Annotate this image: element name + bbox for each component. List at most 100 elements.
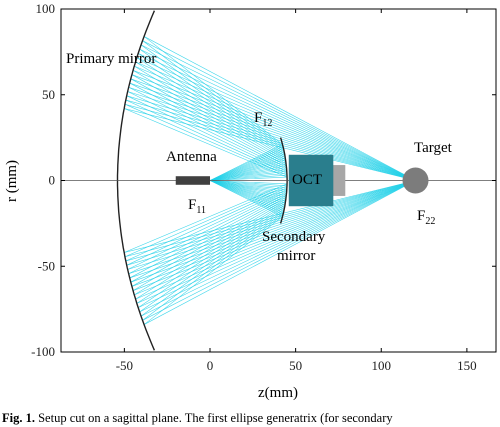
- oct-block: [288, 154, 334, 207]
- ray: [125, 187, 288, 262]
- focus-f11-label: F11: [188, 197, 206, 216]
- focus-f12-label: F12: [254, 110, 272, 129]
- ray: [143, 36, 416, 181]
- ray: [209, 180, 285, 210]
- ray: [130, 180, 416, 283]
- ray: [209, 159, 286, 181]
- ray: [127, 91, 287, 170]
- ray: [140, 44, 416, 181]
- ray: [143, 180, 416, 325]
- ray: [209, 148, 284, 181]
- ray: [131, 74, 286, 162]
- ray: [209, 165, 287, 181]
- ray: [136, 206, 285, 304]
- x-axis-label: z(mm): [258, 385, 298, 401]
- y-tick-label: -100: [31, 344, 55, 359]
- ray: [140, 180, 416, 317]
- ray: [142, 214, 284, 321]
- ray-bundles: [124, 36, 416, 325]
- ray: [135, 180, 416, 300]
- ray: [140, 44, 284, 149]
- ray: [132, 200, 286, 291]
- ray: [209, 149, 284, 181]
- ray: [138, 53, 285, 153]
- ray: [139, 48, 416, 181]
- secondary-mirror-label: Secondary mirror: [262, 229, 326, 264]
- x-tick-label: 150: [457, 358, 477, 373]
- ray: [209, 180, 287, 189]
- ray: [130, 78, 287, 164]
- x-tick-label: 100: [372, 358, 392, 373]
- ray: [136, 180, 416, 304]
- ray: [209, 180, 287, 196]
- ray: [139, 210, 285, 313]
- antenna-block: [175, 176, 210, 185]
- ray: [209, 146, 284, 181]
- ray: [138, 180, 416, 308]
- ray: [127, 191, 287, 270]
- ray: [135, 204, 286, 300]
- ray: [209, 180, 287, 187]
- ray: [131, 74, 416, 181]
- ray: [209, 180, 287, 194]
- ray: [142, 180, 416, 321]
- ray: [209, 180, 287, 198]
- ray: [209, 180, 286, 206]
- ray: [209, 180, 287, 192]
- x-tick-label: 50: [289, 358, 302, 373]
- ray: [129, 195, 287, 279]
- ray: [129, 82, 416, 181]
- ray: [209, 144, 283, 181]
- ray: [209, 180, 284, 212]
- ray: [143, 36, 283, 145]
- ray: [209, 172, 287, 181]
- ray: [209, 157, 286, 181]
- ray: [125, 99, 416, 181]
- ray: [209, 151, 285, 181]
- y-axis-label: r (mm): [4, 160, 20, 202]
- ray: [125, 99, 288, 174]
- y-tick-label: 50: [42, 87, 55, 102]
- ray: [134, 202, 286, 296]
- ray: [142, 40, 416, 181]
- ray: [209, 167, 287, 181]
- ray: [130, 197, 287, 283]
- ray: [128, 193, 287, 274]
- ray: [209, 153, 285, 181]
- ray: [209, 174, 287, 181]
- ray: [209, 180, 285, 208]
- caption-label: Fig. 1.: [2, 411, 35, 425]
- x-tick-label: -50: [116, 358, 133, 373]
- ray: [209, 180, 284, 213]
- ray: [131, 199, 286, 287]
- ray: [131, 180, 416, 287]
- ray: [209, 176, 288, 181]
- primary-mirror-label: Primary mirror: [66, 51, 156, 67]
- secondary-mirror-label-line-1: Secondary: [262, 229, 326, 245]
- ray: [209, 161, 286, 181]
- ray: [139, 48, 285, 151]
- focus-f22-label: F22: [417, 208, 435, 227]
- oct-label: OCT: [292, 172, 322, 188]
- ray: [136, 57, 285, 155]
- ray: [209, 180, 288, 185]
- ray: [135, 61, 416, 181]
- secondary-mirror-label-line-2: mirror: [277, 248, 315, 264]
- ray: [135, 61, 286, 157]
- y-tick-label: 0: [49, 173, 56, 188]
- ray: [138, 208, 285, 308]
- ray: [134, 65, 286, 159]
- oct-back-block: [329, 165, 346, 196]
- ray: [209, 163, 287, 181]
- ray: [130, 78, 416, 181]
- ray: [136, 57, 416, 181]
- ray: [209, 180, 286, 200]
- caption-text: Setup cut on a sagittal plane. The first…: [34, 411, 393, 425]
- ray: [126, 180, 416, 266]
- ray: [209, 180, 287, 190]
- y-tick-label: 100: [36, 1, 56, 16]
- antenna-label: Antenna: [166, 149, 217, 165]
- ray: [142, 40, 284, 147]
- ray: [140, 212, 284, 317]
- ray: [139, 180, 416, 313]
